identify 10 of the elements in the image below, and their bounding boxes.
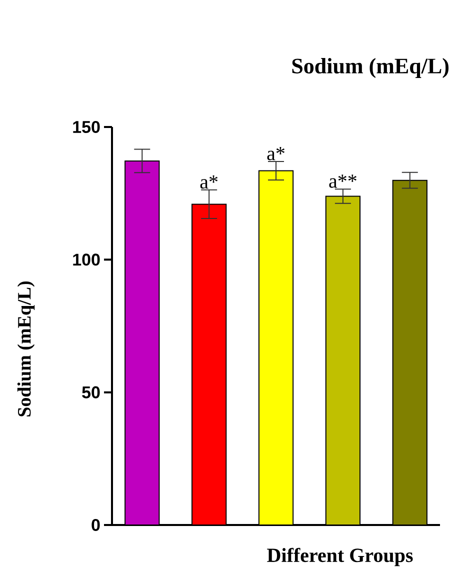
data-label: a** <box>329 174 356 188</box>
x-axis-title: Different Groups <box>267 548 413 566</box>
y-tick-label: 50 <box>82 386 100 398</box>
chart-title: Sodium (mEq/L) <box>292 58 449 78</box>
y-tick-label: 100 <box>73 254 100 266</box>
y-tick-label: 150 <box>73 120 100 134</box>
data-label: a* <box>200 175 218 189</box>
y-tick-label: 0 <box>92 518 100 532</box>
data-label: a* <box>267 146 284 160</box>
y-axis-title: Sodium (mEq/L) <box>17 281 35 416</box>
